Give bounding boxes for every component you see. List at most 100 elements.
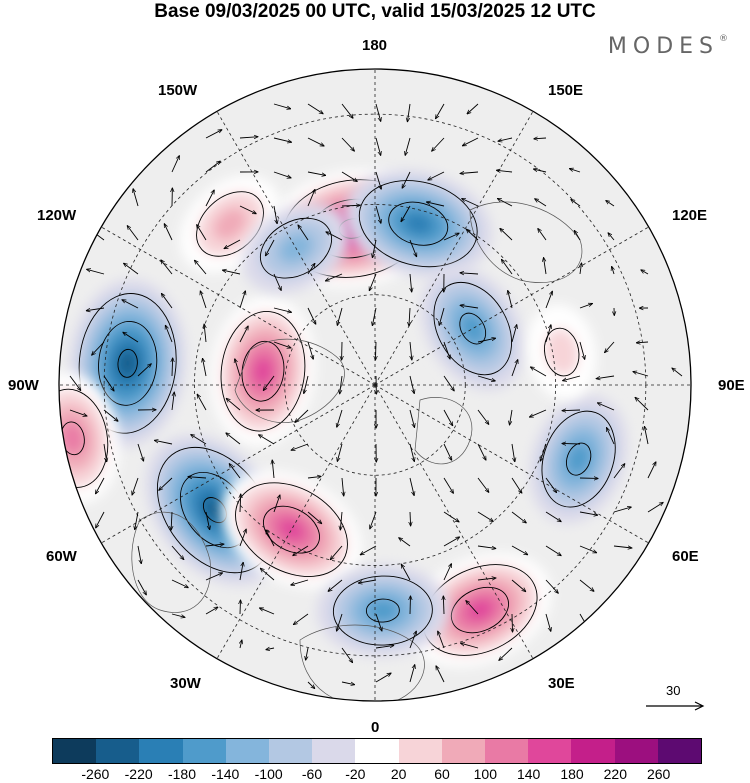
wind-arrow — [409, 375, 414, 393]
anomaly-field — [59, 169, 628, 667]
wind-arrow — [443, 443, 452, 460]
wind-arrow — [341, 681, 355, 685]
wind-arrow — [307, 341, 313, 359]
lon-label-0: 0 — [371, 719, 380, 736]
wind-arrow — [191, 435, 207, 445]
wind-arrow — [273, 103, 291, 109]
wind-arrow — [510, 409, 513, 425]
lon-label-30e: 30E — [548, 675, 575, 692]
wind-arrow — [439, 307, 445, 325]
colorbar-swatch — [485, 739, 529, 763]
reference-arrow-icon — [646, 701, 705, 711]
wind-arrow — [328, 579, 343, 591]
wind-arrow — [375, 613, 382, 631]
contour-line — [388, 201, 449, 246]
wind-arrow — [340, 511, 342, 530]
anomaly-blue-arctic-siberia — [421, 266, 525, 391]
wind-arrow — [229, 464, 241, 479]
wind-arrow — [291, 579, 309, 585]
wind-arrow — [358, 579, 377, 583]
wind-arrow — [496, 170, 513, 172]
wind-arrow — [498, 137, 513, 141]
wind-arrow — [239, 562, 243, 581]
wind-arrow — [375, 341, 376, 360]
wind-arrow — [124, 263, 139, 275]
reference-vector: 30 — [640, 683, 710, 713]
wind-arrow — [273, 205, 277, 224]
wind-arrow — [224, 239, 241, 249]
wind-arrow — [409, 443, 414, 461]
wind-arrow — [563, 375, 581, 381]
wind-arrow — [307, 137, 324, 146]
wind-arrow — [137, 364, 151, 377]
wind-arrow — [545, 291, 552, 309]
wind-arrow — [579, 545, 597, 553]
wind-arrow — [240, 494, 241, 513]
wind-arrow — [203, 358, 207, 377]
wind-arrow — [372, 307, 377, 326]
wind-arrow — [171, 392, 174, 411]
wind-arrow — [293, 613, 309, 625]
colorbar-swatch — [225, 739, 270, 763]
colorbar-swatch — [398, 739, 442, 763]
wind-arrow — [477, 511, 493, 522]
wind-arrow — [477, 338, 496, 343]
colorbar-tick-label: 60 — [434, 766, 450, 782]
wind-arrow — [436, 666, 445, 683]
wind-arrow — [375, 137, 381, 155]
wind-arrow — [171, 579, 188, 588]
wind-arrow — [596, 375, 615, 379]
wind-arrow — [337, 409, 343, 427]
contour-line — [235, 482, 348, 577]
colorbar-tick-label: 140 — [516, 766, 541, 782]
wind-arrow — [529, 409, 547, 417]
wind-arrow — [306, 647, 309, 660]
wind-arrow — [467, 103, 479, 114]
wind-arrow — [460, 172, 479, 174]
wind-arrow — [409, 239, 417, 257]
wind-arrow — [466, 601, 479, 615]
colorbar-swatch — [528, 739, 572, 763]
lon-label-90w: 90W — [8, 377, 39, 394]
lon-label-150w: 150W — [158, 82, 198, 99]
wind-arrow — [239, 205, 256, 214]
colorbar-tick-label: 220 — [603, 766, 627, 782]
wind-arrow — [562, 443, 581, 444]
wind-arrow — [545, 511, 561, 522]
wind-arrow — [375, 171, 381, 189]
wind-arrow — [533, 169, 547, 173]
wind-arrow — [298, 225, 309, 241]
wind-arrow — [103, 375, 114, 391]
wind-arrow — [606, 201, 615, 207]
wind-arrow — [273, 307, 291, 312]
contour-line — [544, 327, 580, 377]
colorbar-swatch — [53, 739, 97, 763]
wind-arrow — [407, 103, 411, 122]
wind-arrow — [477, 578, 496, 580]
wind-arrow — [240, 640, 242, 649]
wind-arrow — [436, 103, 445, 119]
wind-arrow — [405, 137, 411, 155]
contour-line — [459, 312, 487, 345]
wind-arrow — [239, 326, 248, 343]
lon-label-30w: 30W — [170, 675, 201, 692]
wind-arrow — [92, 341, 105, 355]
wind-arrow — [291, 443, 309, 450]
wind-arrow — [644, 426, 649, 445]
wind-arrow — [443, 596, 444, 615]
wind-arrow — [477, 477, 489, 492]
wind-arrow — [137, 443, 144, 461]
wind-arrow — [511, 545, 528, 555]
chart-title: Base 09/03/2025 00 UTC, valid 15/03/2025… — [154, 1, 596, 22]
meridian-line — [374, 384, 649, 544]
wind-arrow — [164, 224, 173, 241]
wind-arrow — [545, 477, 557, 493]
colorbar-swatch — [96, 739, 140, 763]
wind-arrow — [462, 199, 479, 207]
wind-arrow — [399, 538, 411, 547]
wind-arrow — [135, 511, 139, 530]
wind-arrow — [369, 273, 377, 291]
wind-arrow — [154, 440, 173, 445]
wind-arrow — [647, 502, 663, 513]
